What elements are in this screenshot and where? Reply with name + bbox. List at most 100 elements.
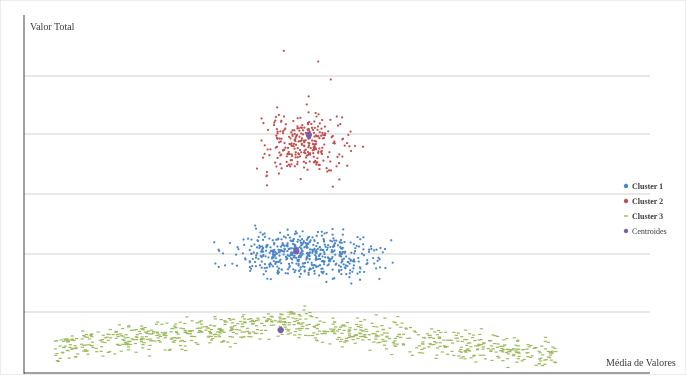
cluster-2-point <box>310 126 314 129</box>
cluster-1-point <box>273 248 276 251</box>
cluster-1-point <box>338 270 341 273</box>
legend-marker-cluster-2 <box>623 198 629 204</box>
cluster-1-point <box>320 260 323 263</box>
cluster-2-point <box>280 167 283 170</box>
cluster-1-point <box>363 270 366 274</box>
cluster-1-point <box>309 248 312 251</box>
cluster-1-point <box>260 260 263 263</box>
cluster-2-point <box>278 137 281 140</box>
cluster-1-point <box>286 228 289 231</box>
cluster-1-point <box>320 230 323 233</box>
cluster-2-point <box>314 111 317 115</box>
cluster-1-point <box>260 266 263 269</box>
cluster-1-point <box>277 267 281 270</box>
cluster-1-point <box>295 232 298 235</box>
cluster-1-point <box>313 263 316 267</box>
cluster-1-point <box>299 239 302 242</box>
cluster-1-point <box>346 264 349 268</box>
cluster-2-point <box>287 135 291 138</box>
cluster-1-point <box>348 272 351 275</box>
cluster-1-point <box>256 239 259 242</box>
cluster-1-point <box>348 276 351 279</box>
cluster-1-point <box>272 251 275 254</box>
cluster-2-point <box>297 140 300 143</box>
cluster-1-point <box>352 258 355 261</box>
cluster-1-point <box>319 248 322 252</box>
cluster-2-point <box>304 152 307 155</box>
cluster-2-point <box>284 127 287 130</box>
cluster-2-point <box>265 184 269 187</box>
cluster-1-point <box>339 245 342 248</box>
cluster-1-point <box>251 257 254 261</box>
cluster-1-point <box>294 230 297 233</box>
cluster-1-point <box>286 268 290 271</box>
cluster-2-point <box>272 123 276 127</box>
cluster-1-point <box>321 255 324 258</box>
cluster-1-point <box>325 272 328 276</box>
cluster-1-point <box>327 257 331 260</box>
cluster-1-point <box>370 247 373 251</box>
cluster-1-point <box>290 251 293 254</box>
cluster-2-point <box>281 131 285 135</box>
cluster-1-point <box>322 270 325 273</box>
cluster-1-point <box>350 251 353 254</box>
cluster-1-point <box>366 259 369 262</box>
cluster-1-point <box>315 255 318 258</box>
cluster-1-point <box>268 237 271 240</box>
cluster-2-point <box>269 148 272 151</box>
cluster-1-point <box>357 260 360 263</box>
cluster-2-point <box>329 169 333 172</box>
cluster-1-point <box>289 253 293 256</box>
cluster-2-point <box>323 132 327 135</box>
cluster-2-point <box>338 153 341 156</box>
cluster-2-point <box>287 150 290 154</box>
cluster-2-point <box>293 165 296 168</box>
cluster-1-point <box>301 243 304 246</box>
cluster-2-point <box>326 155 330 159</box>
cluster-1-point <box>288 236 291 239</box>
cluster-1-point <box>342 228 345 231</box>
cluster-2-point <box>320 127 323 130</box>
cluster-1-point <box>323 232 326 235</box>
cluster-1-point <box>332 260 335 263</box>
cluster-1-point <box>292 268 295 271</box>
cluster-2-point <box>275 127 278 131</box>
cluster-2-point <box>314 148 318 151</box>
cluster-2-point <box>293 138 296 142</box>
cluster-2-point <box>274 119 277 122</box>
cluster-1-point <box>315 250 318 253</box>
cluster-2-point <box>335 165 338 168</box>
cluster-1-point <box>290 247 293 250</box>
cluster-1-point <box>274 257 278 260</box>
cluster-2-point <box>286 146 290 149</box>
cluster-2-point <box>306 123 310 126</box>
cluster-2-point <box>338 178 341 181</box>
cluster-1-point <box>359 238 362 241</box>
cluster-1-point <box>335 239 338 242</box>
centroides-point <box>277 326 284 334</box>
cluster-1-point <box>341 247 344 250</box>
cluster-1-point <box>276 269 280 272</box>
cluster-1-point <box>325 280 328 283</box>
cluster-1-point <box>214 262 217 265</box>
cluster-2-point <box>286 164 289 168</box>
cluster-2-point <box>296 163 299 166</box>
cluster-1-point <box>280 238 283 241</box>
cluster-1-point <box>341 251 344 254</box>
cluster-1-point <box>304 241 307 245</box>
cluster-2-point <box>298 155 302 158</box>
cluster-2-point <box>290 163 293 166</box>
cluster-1-point <box>305 252 309 255</box>
cluster-2-point <box>349 149 353 153</box>
cluster-2-point <box>296 147 299 150</box>
cluster-2-point <box>317 60 320 63</box>
cluster-1-point <box>218 249 221 253</box>
cluster-1-point <box>372 249 376 252</box>
cluster-1-point <box>340 273 343 276</box>
cluster-1-point <box>248 248 251 252</box>
cluster-2-point <box>300 132 303 135</box>
centroides-point <box>293 248 300 255</box>
cluster-1-point <box>293 232 297 235</box>
cluster-1-point <box>297 256 300 259</box>
cluster-1-point <box>269 249 273 252</box>
